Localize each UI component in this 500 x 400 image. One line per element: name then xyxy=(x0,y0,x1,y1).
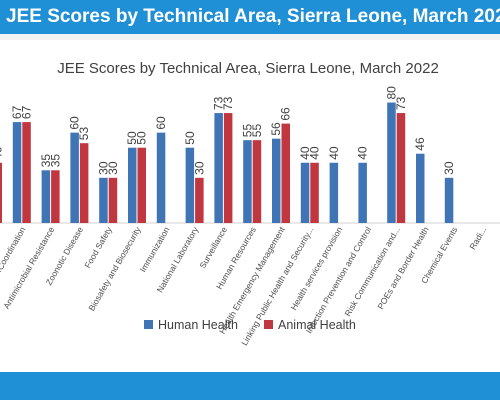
animal-health-bar xyxy=(281,123,290,223)
bar-value-label: 60 xyxy=(68,116,82,130)
category-label: POEs and Border Health xyxy=(375,225,431,311)
human-health-bar xyxy=(12,122,22,223)
chart-panel: JEE Scores by Technical Area, Sierra Leo… xyxy=(0,40,500,372)
bar-value-label: 66 xyxy=(279,107,293,121)
bar-value-label: 40 xyxy=(356,146,370,160)
category-label: Immunization xyxy=(138,225,172,274)
bar-value-label: 67 xyxy=(10,105,24,119)
animal-health-bar xyxy=(79,143,89,223)
legend-swatch xyxy=(264,320,273,329)
bar-value-label: 60 xyxy=(154,116,168,130)
bar-value-label: 80 xyxy=(384,86,398,100)
human-health-bar xyxy=(358,162,367,223)
bar-value-label: 56 xyxy=(269,122,283,136)
bars-group xyxy=(0,102,454,223)
category-label: Antimicrobial Resistance xyxy=(1,225,56,311)
legend-label: Animal Health xyxy=(278,318,356,332)
animal-health-bar xyxy=(223,113,233,223)
human-health-bar xyxy=(272,138,281,223)
bar-value-label: 40 xyxy=(0,146,5,160)
bar-value-label: 40 xyxy=(298,146,312,160)
chart-title: JEE Scores by Technical Area, Sierra Leo… xyxy=(57,60,439,77)
category-label: Radi... xyxy=(467,225,488,251)
bar-value-label: 50 xyxy=(183,131,197,145)
bar-value-label: 35 xyxy=(39,154,53,168)
animal-health-bar xyxy=(108,177,118,223)
bar-value-label: 73 xyxy=(394,96,408,110)
banner-title: JEE Scores by Technical Area, Sierra Leo… xyxy=(6,6,500,27)
bar-value-label: 67 xyxy=(20,105,34,119)
human-health-bar xyxy=(416,153,425,223)
bar-value-label: 46 xyxy=(413,137,427,151)
legend-label: Human Health xyxy=(158,318,238,332)
bar-chart: JEE Scores by Technical Area, Sierra Leo… xyxy=(0,60,500,347)
bar-value-label: 35 xyxy=(48,154,62,168)
human-health-bar xyxy=(99,177,108,223)
animal-health-bar xyxy=(310,162,319,223)
bar-value-label: 53 xyxy=(77,127,91,141)
bar-value-label: 55 xyxy=(250,124,264,138)
human-health-bar xyxy=(329,162,339,223)
human-health-bar xyxy=(156,132,166,223)
animal-health-bar xyxy=(137,147,146,223)
category-label: Risk Communication and... xyxy=(342,225,401,318)
bar-value-label: 30 xyxy=(106,161,120,175)
category-label: Food Safety xyxy=(82,224,114,269)
animal-health-bar xyxy=(396,113,406,223)
human-health-bar xyxy=(387,102,396,223)
legend: Human Health Animal Health xyxy=(144,318,356,332)
bar-value-label: 30 xyxy=(192,161,206,175)
human-health-bar xyxy=(128,147,137,223)
human-health-bar xyxy=(243,140,252,223)
bar-value-label: 73 xyxy=(221,96,235,110)
bar-value-label: 40 xyxy=(327,146,341,160)
human-health-bar xyxy=(444,177,454,223)
human-health-bar xyxy=(185,147,195,223)
human-health-bar xyxy=(214,113,223,223)
bar-value-label: 73 xyxy=(212,96,226,110)
title-banner: JEE Scores by Technical Area, Sierra Leo… xyxy=(0,0,500,34)
value-labels-group: 4040676735356053303050506050307373555556… xyxy=(0,86,456,175)
category-label: Surveillance xyxy=(197,225,229,270)
animal-health-bar xyxy=(252,140,262,223)
bar-value-label: 30 xyxy=(442,161,456,175)
human-health-bar xyxy=(70,132,79,223)
bar-value-label: 50 xyxy=(125,131,139,145)
bar-value-label: 55 xyxy=(240,124,254,138)
bar-value-label: 30 xyxy=(96,161,110,175)
category-label: Biosafety and Biosecurity xyxy=(86,224,143,312)
animal-health-bar xyxy=(195,177,204,223)
animal-health-bar xyxy=(0,162,2,223)
legend-swatch xyxy=(144,320,153,329)
human-health-bar xyxy=(41,170,51,223)
bottom-banner xyxy=(0,372,500,400)
animal-health-bar xyxy=(51,170,60,223)
human-health-bar xyxy=(300,162,310,223)
bar-value-label: 50 xyxy=(135,131,149,145)
category-label: Health services provision xyxy=(288,225,344,312)
animal-health-bar xyxy=(22,122,31,223)
bar-value-label: 40 xyxy=(308,146,322,160)
